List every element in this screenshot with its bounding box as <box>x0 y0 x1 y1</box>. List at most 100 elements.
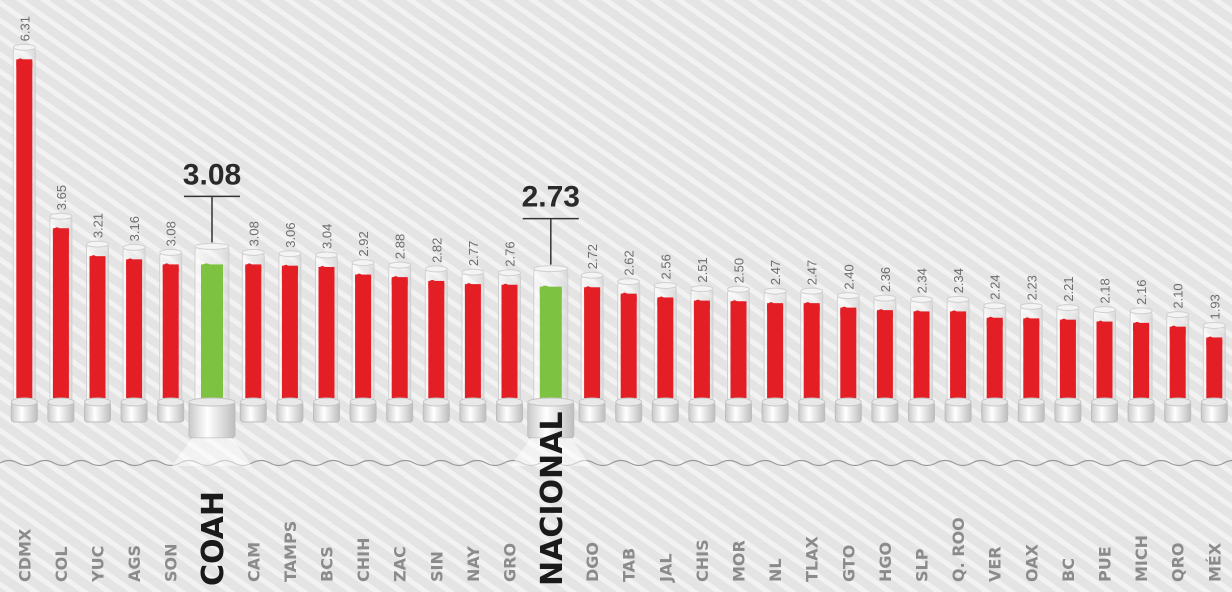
liquid-wave <box>539 285 562 295</box>
liquid-wave <box>1206 336 1223 346</box>
tube-base-top <box>120 397 148 407</box>
tube-base-top <box>10 397 38 407</box>
value-label: 3.65 <box>54 185 69 210</box>
bar <box>281 265 298 398</box>
tube-base-top <box>871 397 899 407</box>
value-label: 2.47 <box>768 260 783 285</box>
value-label: 3.08 <box>183 158 241 191</box>
category-label: AGS <box>125 545 144 582</box>
tube-base-top <box>459 397 487 407</box>
bar <box>355 274 372 398</box>
liquid-wave <box>986 316 1003 326</box>
category-label: COAH <box>196 491 231 586</box>
bar <box>89 256 106 398</box>
value-label: 1.93 <box>1207 294 1222 319</box>
value-label: 2.51 <box>695 257 710 282</box>
liquid-wave <box>281 264 298 274</box>
tube-rim <box>1166 311 1190 319</box>
liquid-wave <box>391 276 408 286</box>
value-label: 2.56 <box>658 254 673 279</box>
value-label: 3.21 <box>91 213 106 238</box>
bar <box>1169 326 1186 398</box>
bar <box>464 284 481 398</box>
liquid-wave <box>355 273 372 283</box>
tube-base-top <box>651 397 679 407</box>
tube-base-top <box>688 397 716 407</box>
tube-base-top <box>1054 397 1082 407</box>
bar <box>428 280 445 398</box>
tube-rim <box>763 287 787 295</box>
category-label: BC <box>1059 558 1078 582</box>
tube-base-top <box>1091 397 1118 407</box>
tube-base-top <box>1017 397 1045 407</box>
tube-rim <box>278 250 302 258</box>
liquid-wave <box>620 292 637 302</box>
tube-base-top <box>725 397 752 407</box>
tube-rim <box>388 261 412 269</box>
tube-base-top <box>422 397 450 407</box>
liquid-wave <box>913 310 930 320</box>
bar <box>730 301 747 398</box>
category-label: JAL <box>656 553 675 583</box>
category-label: Q. ROO <box>949 517 968 582</box>
bar <box>913 311 930 398</box>
category-label: YUC <box>89 546 108 583</box>
tube-rim <box>12 43 36 51</box>
bar <box>201 264 223 398</box>
bar <box>539 286 562 398</box>
bar <box>52 228 69 398</box>
tube-base-top <box>527 397 575 407</box>
bar <box>245 264 262 398</box>
tube-base-top <box>615 397 643 407</box>
tube-rim <box>873 294 897 302</box>
liquid-wave <box>693 299 710 309</box>
tube-rim <box>122 243 146 251</box>
category-label: NACIONAL <box>535 412 570 586</box>
category-label: TLAX <box>803 536 822 582</box>
liquid-wave <box>876 309 893 319</box>
category-label: CHIH <box>354 538 373 582</box>
category-label: HGO <box>876 542 895 582</box>
bar <box>620 293 637 398</box>
value-label: 2.23 <box>1024 275 1039 300</box>
tube-base-top <box>239 397 267 407</box>
value-label: 2.24 <box>988 274 1003 299</box>
liquid-wave <box>1169 325 1186 335</box>
category-label: DGO <box>583 542 602 582</box>
tube-rim <box>498 269 521 277</box>
value-label: 2.16 <box>1134 280 1149 305</box>
tube-base-top <box>944 397 972 407</box>
tube-base-top <box>798 397 826 407</box>
tube-rim <box>424 265 448 273</box>
tube-rim <box>727 285 750 293</box>
bar <box>126 259 143 398</box>
category-label: TAB <box>620 548 639 582</box>
tube-rim <box>159 248 183 256</box>
bar <box>767 303 784 398</box>
category-label: PUE <box>1096 546 1115 582</box>
liquid-wave <box>950 310 967 320</box>
tube-rim <box>653 281 677 289</box>
category-label: SIN <box>427 551 446 582</box>
category-label: CAM <box>244 542 263 582</box>
tube-base <box>188 401 236 439</box>
category-label: MÉX <box>1205 542 1224 582</box>
category-label: VER <box>986 546 1005 582</box>
value-label: 2.10 <box>1171 283 1186 308</box>
value-label: 2.18 <box>1098 278 1113 303</box>
liquid-wave <box>16 58 33 68</box>
tube-base-top <box>1164 397 1192 407</box>
value-label: 2.72 <box>585 244 600 269</box>
liquid-wave <box>318 265 335 275</box>
tube-base-top <box>386 397 414 407</box>
bar <box>501 284 518 398</box>
category-label: CHIS <box>693 539 712 582</box>
tube-base-top <box>84 397 111 407</box>
category-label: GTO <box>839 545 858 582</box>
value-label: 2.21 <box>1061 276 1076 301</box>
category-label: QRO <box>1169 542 1188 582</box>
tube-rim <box>983 302 1007 310</box>
tube-rim <box>315 251 338 259</box>
category-label: TAMPS <box>281 521 300 582</box>
